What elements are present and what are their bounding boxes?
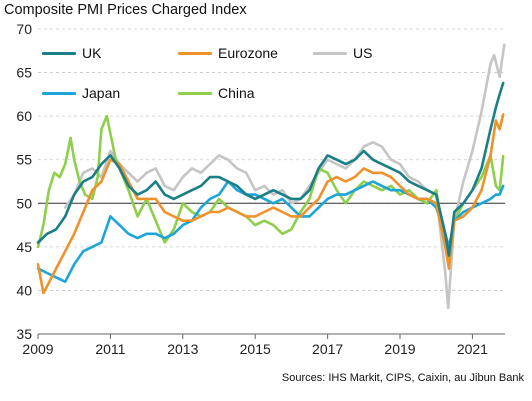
x-tick-label: 2019 <box>384 341 415 357</box>
x-tick-label: 2021 <box>457 341 488 357</box>
series-layer <box>36 43 506 310</box>
y-tick-label: 70 <box>16 21 32 37</box>
x-tick-label: 2013 <box>167 341 198 357</box>
y-tick-label: 65 <box>16 65 32 81</box>
y-tick-label: 35 <box>16 326 32 342</box>
y-tick-label: 50 <box>16 195 32 211</box>
y-tick-label: 40 <box>16 282 32 298</box>
y-tick-label: 55 <box>16 152 32 168</box>
x-tick-label: 2015 <box>240 341 271 357</box>
series-line-uk <box>36 81 505 257</box>
series-line-china <box>36 114 505 266</box>
series-line-us <box>63 43 506 310</box>
y-tick-label: 60 <box>16 108 32 124</box>
y-tick-label: 45 <box>16 239 32 255</box>
x-tick-label: 2009 <box>22 341 53 357</box>
source-note: Sources: IHS Markit, CIPS, Caixin, au Ji… <box>281 372 524 384</box>
chart-title: Composite PMI Prices Charged Index <box>4 2 247 18</box>
x-tick-label: 2011 <box>95 341 125 357</box>
x-tick-label: 2017 <box>312 341 343 357</box>
axis-layer: 35 40 45 50 55 60 65 70 2009 2011 2013 2015 2017 2019… <box>16 21 505 357</box>
series-line-eurozone <box>36 113 505 295</box>
